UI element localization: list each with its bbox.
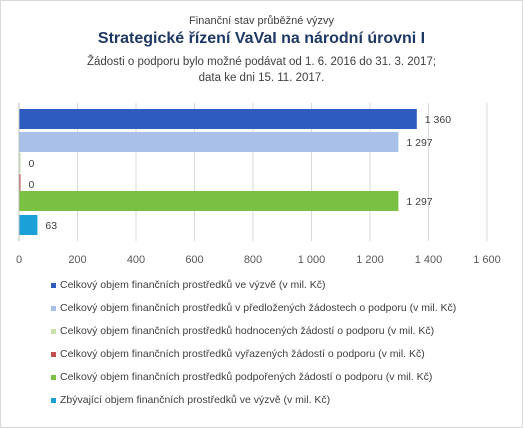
chart-title: Strategické řízení VaVaI na národní úrov… — [97, 30, 426, 47]
bar — [19, 191, 399, 211]
legend-label: Zbývající objem finančních prostředků ve… — [60, 394, 331, 406]
x-tick-label: 400 — [127, 254, 145, 266]
legend-swatch — [51, 329, 56, 334]
legend-label: Celkový objem finančních prostředků hodn… — [60, 325, 435, 337]
x-tick-label: 0 — [16, 254, 22, 266]
bar-chart: 0 200 400 600 800 1 000 1 200 1 400 1 600 1 360 1 … — [16, 103, 501, 266]
chart-subtitle-line-2: data ke dni 15. 11. 2017. — [198, 72, 325, 84]
x-tick-label: 800 — [244, 254, 262, 266]
bar — [19, 174, 21, 194]
bar — [19, 215, 38, 235]
bar — [19, 132, 399, 152]
x-tick-label: 600 — [185, 254, 203, 266]
bar — [19, 109, 417, 129]
bar-data-label: 0 — [29, 179, 35, 191]
legend-swatch — [51, 398, 56, 403]
chart-kicker: Finanční stav průběžné výzvy — [189, 15, 334, 27]
legend-swatch — [51, 306, 56, 311]
legend-swatch — [51, 283, 56, 288]
legend-swatch — [51, 375, 56, 380]
x-tick-label: 1 200 — [356, 254, 384, 266]
bar-data-label: 1 297 — [406, 137, 432, 149]
legend-label: Celkový objem finančních prostředků ve v… — [60, 279, 326, 291]
bar-data-label: 1 297 — [406, 196, 432, 208]
chart-subtitle-line-1: Žádosti o podporu bylo možné podávat od … — [86, 56, 437, 68]
x-tick-label: 1 600 — [473, 254, 501, 266]
bar-data-label: 0 — [29, 158, 35, 170]
bar-data-label: 1 360 — [425, 114, 451, 126]
x-tick-label: 1 400 — [415, 254, 443, 266]
legend-label: Celkový objem finančních prostředků v př… — [60, 302, 457, 314]
bar-data-label: 63 — [45, 220, 57, 232]
legend-swatch — [51, 352, 56, 357]
x-tick-label: 1 000 — [298, 254, 326, 266]
legend-label: Celkový objem finančních prostředků vyřa… — [60, 348, 425, 360]
legend-label: Celkový objem finančních prostředků podp… — [60, 371, 433, 383]
bar — [19, 153, 21, 173]
x-tick-label: 200 — [68, 254, 86, 266]
